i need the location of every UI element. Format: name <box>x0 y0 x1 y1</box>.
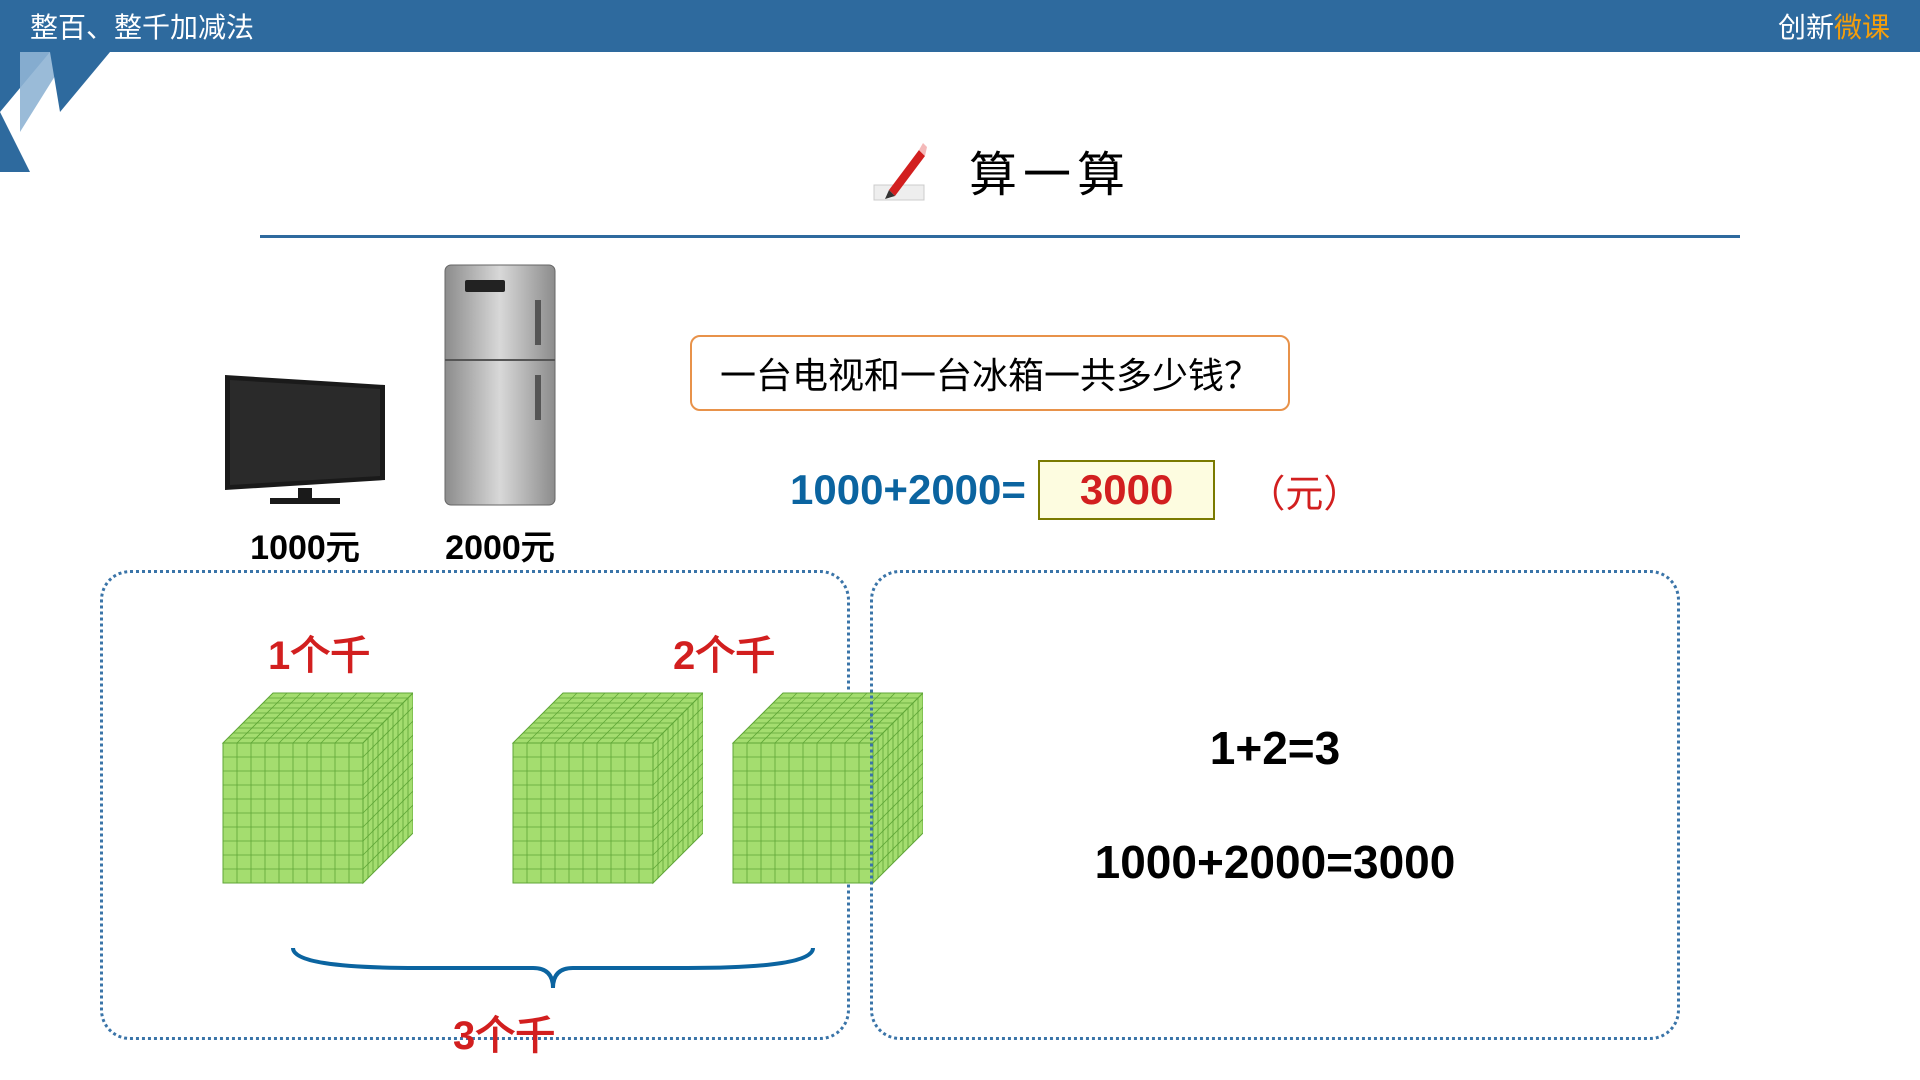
brand-accent: 微课 <box>1834 12 1890 43</box>
page-title: 整百、整千加减法 <box>30 6 254 46</box>
section-heading: 算一算 <box>260 130 1740 210</box>
equation-lhs: 1000+2000= <box>790 466 1026 514</box>
fridge-price: 2000元 <box>445 520 555 569</box>
cube-label-1: 1个千 <box>268 623 370 681</box>
equation-unit: （元） <box>1247 463 1361 518</box>
header-bar: 整百、整千加减法 创新微课 <box>0 0 1920 52</box>
cube-1 <box>213 683 413 903</box>
tv-icon <box>220 370 390 510</box>
equation: 1000+2000= 3000 （元） <box>790 460 1361 520</box>
brand: 创新微课 <box>1778 6 1890 46</box>
math-line-2: 1000+2000=3000 <box>1095 835 1456 889</box>
cube-2 <box>503 683 703 903</box>
math-line-1: 1+2=3 <box>1210 721 1340 775</box>
brand-prefix: 创新 <box>1778 12 1834 43</box>
pencil-icon <box>869 135 929 205</box>
math-panel: 1+2=3 1000+2000=3000 <box>870 570 1680 1040</box>
products-row: 1000元 2000元 <box>220 260 560 569</box>
cube-label-3: 3个千 <box>453 1003 555 1061</box>
corner-decoration <box>0 52 120 182</box>
cube-label-2: 2个千 <box>673 623 775 681</box>
tv-price: 1000元 <box>250 520 360 569</box>
section-title: 算一算 <box>969 135 1131 205</box>
cubes-panel: 1个千 2个千 3个千 <box>100 570 850 1040</box>
equation-answer: 3000 <box>1038 460 1215 520</box>
brace-icon <box>283 943 823 993</box>
question-box: 一台电视和一台冰箱一共多少钱？ <box>690 335 1290 411</box>
fridge-icon <box>440 260 560 510</box>
section-rule <box>260 235 1740 238</box>
product-tv: 1000元 <box>220 370 390 569</box>
product-fridge: 2000元 <box>440 260 560 569</box>
